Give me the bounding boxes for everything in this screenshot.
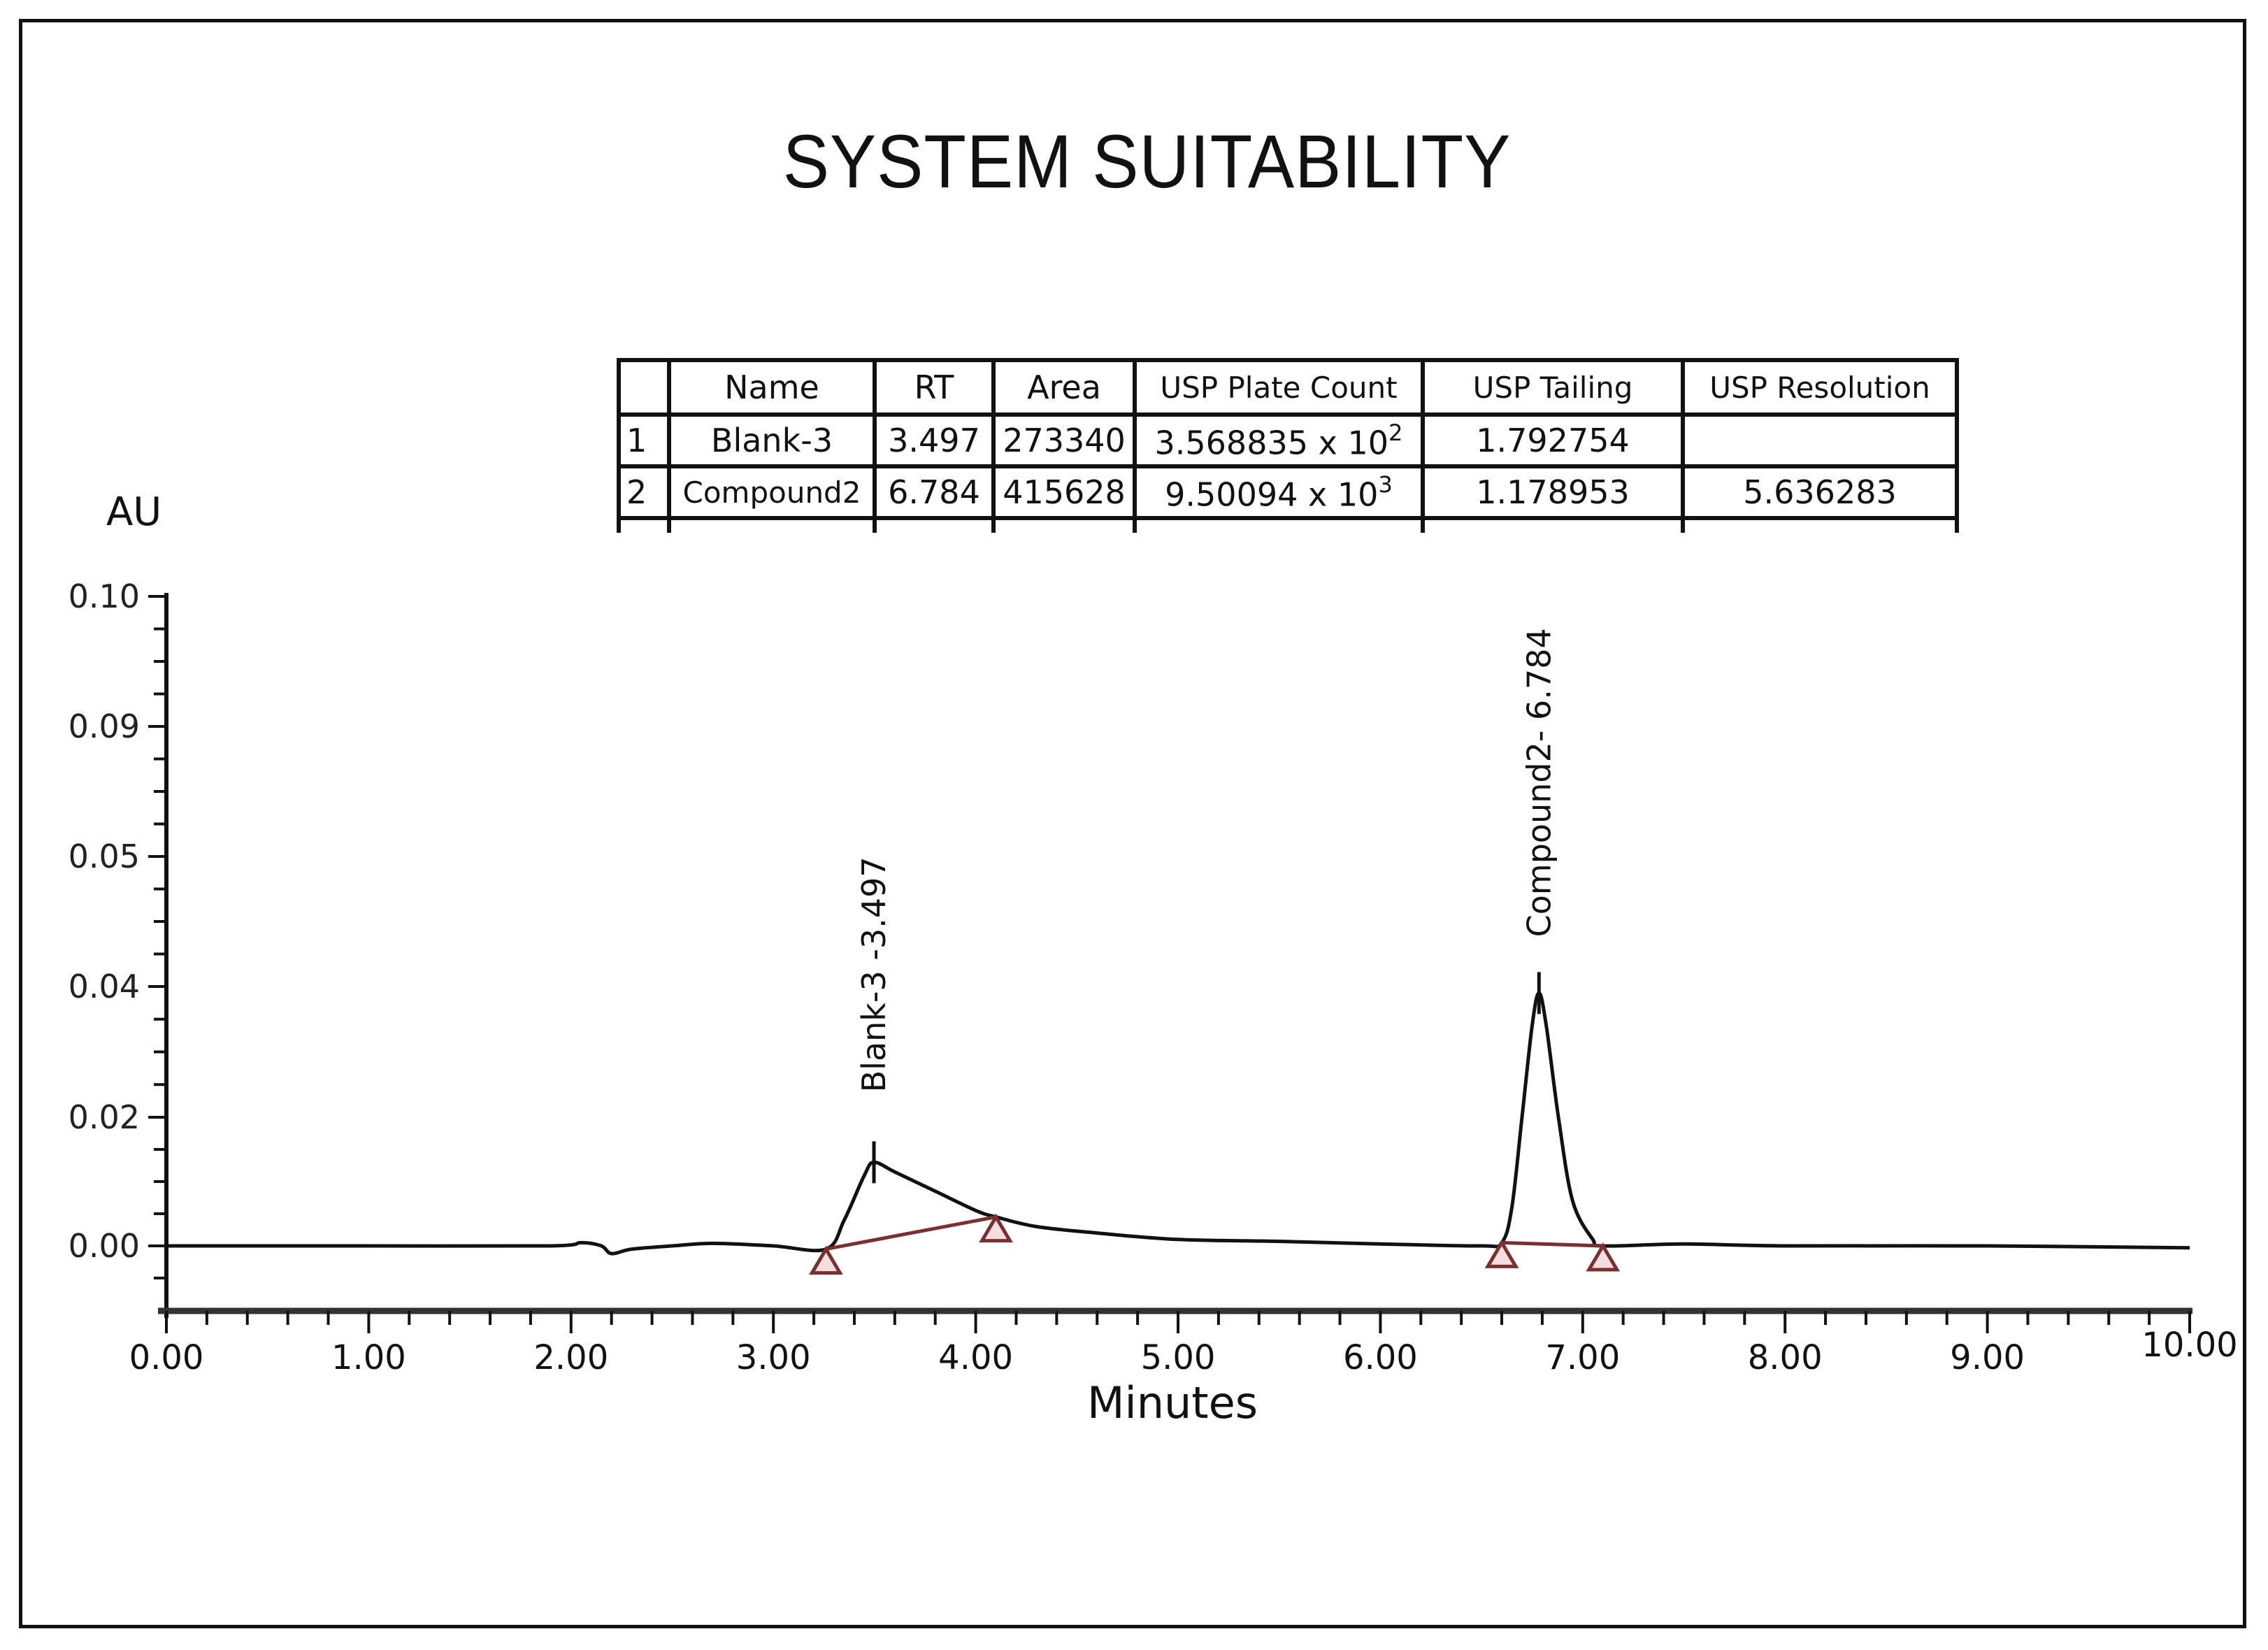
cell-area: 273340 (991, 412, 1137, 468)
header-name: Name (667, 358, 877, 417)
x-tick-label: 1.00 (331, 1338, 406, 1377)
x-tick-label: 3.00 (736, 1338, 811, 1377)
x-axis-label: Minutes (1087, 1377, 1258, 1428)
table-row: 2 Compound2 6.784 415628 9.50094 x 103 1… (617, 464, 1959, 520)
header-plate-count: USP Plate Count (1133, 358, 1425, 417)
cell-resolution (1681, 412, 1959, 468)
x-tick-label: 2.00 (533, 1338, 608, 1377)
integration-markers (809, 1213, 1621, 1275)
stub-cell (873, 516, 996, 533)
header-tailing: USP Tailing (1421, 358, 1685, 417)
cell-name: Blank-3 (667, 412, 877, 468)
header-area: Area (991, 358, 1137, 417)
x-tick-label: 6.00 (1343, 1338, 1418, 1377)
stub-cell (1681, 516, 1959, 533)
table-row: 1 Blank-3 3.497 273340 3.568835 x 102 1.… (617, 412, 1959, 468)
plate-count-mantissa: 9.50094 x 10 (1165, 475, 1379, 514)
y-tick-label: 0.10 (69, 578, 140, 615)
plate-count-exponent: 2 (1388, 419, 1403, 446)
page-title: SYSTEM SUITABILITY (0, 117, 2268, 205)
header-index (617, 358, 671, 417)
peak-apex-ticks (872, 972, 1541, 1184)
stub-cell (617, 516, 671, 533)
table-stub-row (617, 516, 1959, 533)
integration-marker-icon (1484, 1239, 1519, 1268)
y-tick-label: 0.00 (69, 1227, 140, 1265)
axes (148, 593, 2192, 1333)
cell-tailing: 1.792754 (1421, 412, 1685, 468)
x-tick-labels: 0.00 1.00 2.00 3.00 4.00 5.00 6.00 7.00 8.00 9.00… (129, 1326, 2238, 1377)
peak-label-blank: Blank-3 -3.497 (855, 856, 893, 1092)
report-frame (19, 19, 2246, 1628)
cell-plate-count: 9.50094 x 103 (1133, 464, 1425, 520)
header-resolution: USP Resolution (1681, 358, 1959, 417)
x-tick-label: 8.00 (1748, 1338, 1823, 1377)
system-suitability-table: Name RT Area USP Plate Count USP Tailing… (617, 358, 1959, 533)
integration-marker-icon (1586, 1242, 1621, 1272)
integration-marker-icon (979, 1213, 1013, 1243)
peak-label-compound: Compound2- 6.784 (1520, 628, 1558, 937)
stub-cell (1133, 516, 1425, 533)
integration-marker-icon (809, 1245, 843, 1275)
y-tick-label: 0.09 (69, 708, 140, 745)
cell-plate-count: 3.568835 x 102 (1133, 412, 1425, 468)
x-tick-label: 9.00 (1950, 1338, 2025, 1377)
chromatogram-trace (166, 991, 2190, 1256)
plate-count-exponent: 3 (1378, 471, 1393, 498)
title-text: SYSTEM SUITABILITY (782, 119, 1512, 203)
x-tick-label: 7.00 (1545, 1338, 1620, 1377)
cell-resolution: 5.636283 (1681, 464, 1959, 520)
x-tick-label: 5.00 (1141, 1338, 1216, 1377)
y-tick-label: 0.04 (69, 968, 140, 1005)
header-rt: RT (873, 358, 996, 417)
stub-cell (991, 516, 1137, 533)
cell-tailing: 1.178953 (1421, 464, 1685, 520)
row-index: 2 (617, 464, 671, 520)
x-tick-label: 10.00 (2141, 1326, 2237, 1365)
x-tick-label: 4.00 (938, 1338, 1013, 1377)
y-tick-label: 0.02 (69, 1098, 140, 1136)
stub-cell (667, 516, 877, 533)
cell-name: Compound2 (667, 464, 877, 520)
row-index: 1 (617, 412, 671, 468)
integration-baseline (825, 1215, 997, 1251)
y-tick-labels: 0.10 0.09 0.05 0.04 0.02 0.00 (69, 578, 140, 1265)
y-tick-label: 0.05 (69, 838, 140, 875)
x-tick-label: 0.00 (129, 1338, 204, 1377)
integration-baseline (1501, 1240, 1603, 1248)
table-header-row: Name RT Area USP Plate Count USP Tailing… (617, 358, 1959, 417)
y-axis-label: AU (106, 489, 162, 535)
stub-cell (1421, 516, 1685, 533)
cell-rt: 6.784 (873, 464, 996, 520)
cell-area: 415628 (991, 464, 1137, 520)
cell-rt: 3.497 (873, 412, 996, 468)
plate-count-mantissa: 3.568835 x 10 (1154, 424, 1389, 462)
